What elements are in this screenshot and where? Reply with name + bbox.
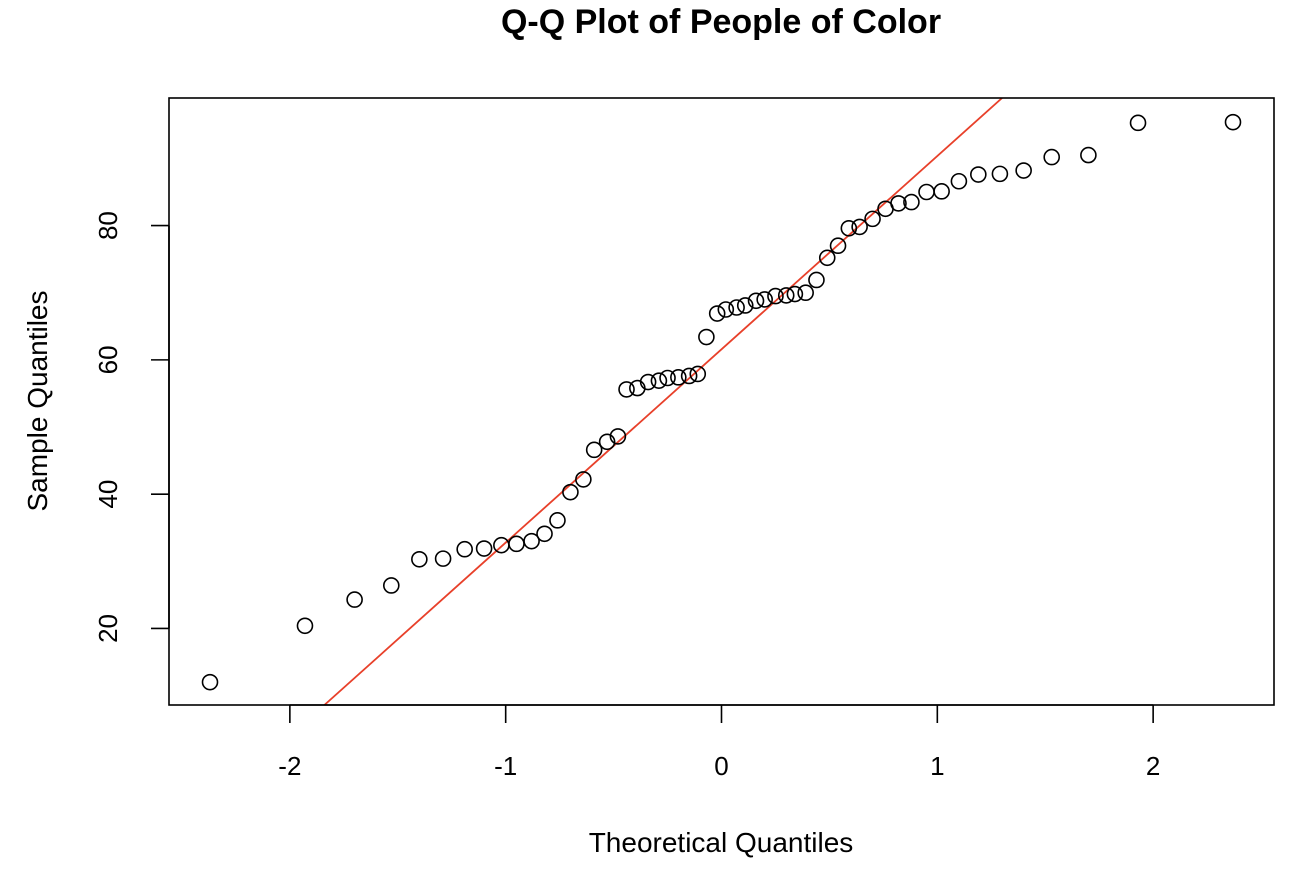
x-tick-label: 0 (714, 751, 728, 781)
x-tick-label: -2 (278, 751, 301, 781)
data-point (808, 271, 825, 289)
data-point (864, 210, 881, 228)
data-point (689, 365, 707, 383)
data-point (717, 301, 735, 318)
data-point (903, 193, 920, 211)
data-point (747, 292, 765, 310)
data-point (659, 369, 676, 387)
data-point (670, 369, 687, 386)
data-point (840, 219, 858, 237)
data-point (523, 532, 540, 550)
data-point (829, 237, 847, 255)
data-point (382, 577, 400, 594)
data-point (346, 591, 363, 608)
data-point (650, 372, 668, 389)
data-point (756, 291, 773, 308)
data-point (639, 373, 657, 391)
x-tick-label: 2 (1146, 751, 1160, 781)
data-point (493, 536, 510, 554)
data-point (1080, 146, 1097, 164)
y-tick-label: 60 (93, 345, 123, 374)
x-axis-label: Theoretical Quantiles (589, 827, 854, 858)
data-point (296, 617, 314, 635)
data-point (434, 550, 452, 567)
data-point (786, 285, 804, 303)
data-point (456, 540, 473, 558)
chart-title: Q-Q Plot of People of Color (501, 3, 941, 41)
data-point (609, 428, 627, 445)
data-point (728, 299, 745, 316)
y-tick-label: 20 (93, 614, 123, 643)
data-point (698, 328, 715, 346)
data-point (562, 483, 579, 501)
data-point (777, 287, 795, 304)
data-point (680, 367, 698, 385)
data-point (575, 471, 592, 488)
data-point (598, 433, 616, 451)
data-point (549, 512, 566, 529)
data-point (1043, 148, 1061, 166)
y-tick-label: 80 (93, 211, 123, 240)
data-point (585, 441, 603, 459)
reference-line (323, 98, 1003, 705)
y-tick-label: 40 (93, 480, 123, 509)
data-point (475, 540, 493, 557)
data-point (933, 183, 950, 200)
data-point (1224, 113, 1242, 131)
data-point (708, 305, 726, 322)
data-point (618, 381, 635, 398)
data-point (991, 165, 1009, 183)
data-point (818, 249, 836, 267)
y-axis: 20 40 60 80 (93, 211, 170, 643)
data-point (950, 172, 968, 190)
data-point (890, 195, 907, 212)
plot-area (201, 98, 1242, 705)
data-point (411, 550, 428, 568)
data-point (918, 183, 935, 201)
x-tick-label: 1 (930, 751, 944, 781)
data-point (201, 673, 219, 691)
plot-frame (168, 97, 1275, 706)
x-axis: -2 -1 0 1 2 (278, 704, 1160, 781)
data-point (767, 287, 784, 305)
y-axis-label: Sample Quantiles (22, 290, 53, 511)
data-point (851, 218, 868, 236)
data-point (797, 284, 814, 302)
x-tick-label: -1 (494, 751, 517, 781)
data-point (736, 297, 754, 314)
data-point (536, 525, 553, 543)
data-point (508, 535, 525, 553)
data-point (1129, 114, 1147, 132)
data-point (970, 166, 987, 183)
data-point (1015, 162, 1032, 179)
